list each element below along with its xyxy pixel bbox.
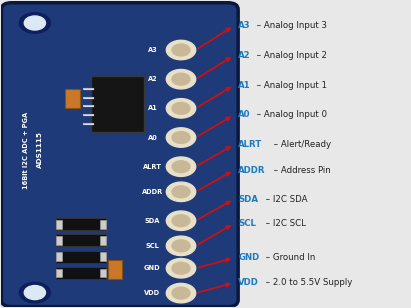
Text: A0: A0 xyxy=(238,110,251,119)
FancyBboxPatch shape xyxy=(55,234,106,246)
Circle shape xyxy=(172,161,190,173)
FancyBboxPatch shape xyxy=(56,220,62,229)
Text: – 2.0 to 5.5V Supply: – 2.0 to 5.5V Supply xyxy=(263,278,352,287)
Text: SDA: SDA xyxy=(238,195,258,204)
Circle shape xyxy=(166,283,196,303)
FancyBboxPatch shape xyxy=(1,3,238,306)
Text: ALRT: ALRT xyxy=(143,164,162,170)
Circle shape xyxy=(172,102,190,114)
Circle shape xyxy=(172,44,190,56)
Circle shape xyxy=(166,128,196,147)
Circle shape xyxy=(166,70,196,89)
Circle shape xyxy=(172,287,190,299)
Circle shape xyxy=(172,262,190,274)
FancyBboxPatch shape xyxy=(55,218,106,230)
Text: 16Bit I2C ADC + PGA: 16Bit I2C ADC + PGA xyxy=(23,111,29,188)
FancyBboxPatch shape xyxy=(100,236,106,245)
Text: SDA: SDA xyxy=(145,218,160,224)
FancyBboxPatch shape xyxy=(56,269,62,277)
Text: A1: A1 xyxy=(238,81,251,90)
Text: – Analog Input 0: – Analog Input 0 xyxy=(254,110,328,119)
Text: GND: GND xyxy=(144,265,161,271)
Text: ADDR: ADDR xyxy=(238,166,266,175)
Text: A0: A0 xyxy=(148,135,157,140)
Circle shape xyxy=(166,236,196,256)
FancyBboxPatch shape xyxy=(56,236,62,245)
Text: VDD: VDD xyxy=(238,278,259,287)
Text: – Alert/Ready: – Alert/Ready xyxy=(271,140,331,149)
Text: SCL: SCL xyxy=(145,243,159,249)
FancyBboxPatch shape xyxy=(108,260,122,279)
FancyBboxPatch shape xyxy=(56,252,62,261)
Text: A3: A3 xyxy=(238,21,251,30)
Circle shape xyxy=(24,286,46,300)
Text: – Analog Input 3: – Analog Input 3 xyxy=(254,21,328,30)
Text: ALRT: ALRT xyxy=(238,140,262,149)
FancyBboxPatch shape xyxy=(55,251,106,263)
FancyBboxPatch shape xyxy=(65,89,80,108)
Text: ADS1115: ADS1115 xyxy=(37,132,43,168)
Text: A1: A1 xyxy=(148,105,157,111)
Circle shape xyxy=(166,99,196,118)
Circle shape xyxy=(166,157,196,176)
Circle shape xyxy=(166,182,196,201)
Circle shape xyxy=(172,240,190,252)
Circle shape xyxy=(19,282,51,303)
Text: A3: A3 xyxy=(148,47,157,53)
Text: – Address Pin: – Address Pin xyxy=(271,166,330,175)
Text: GND: GND xyxy=(238,253,259,262)
Circle shape xyxy=(172,132,190,144)
Circle shape xyxy=(172,215,190,227)
Text: – Ground In: – Ground In xyxy=(263,253,315,262)
Circle shape xyxy=(166,40,196,60)
Text: SCL: SCL xyxy=(238,219,256,228)
FancyBboxPatch shape xyxy=(100,269,106,277)
Circle shape xyxy=(166,211,196,230)
FancyBboxPatch shape xyxy=(55,267,106,279)
Text: A2: A2 xyxy=(148,76,157,82)
Text: – Analog Input 2: – Analog Input 2 xyxy=(254,51,328,60)
FancyBboxPatch shape xyxy=(91,76,144,132)
FancyBboxPatch shape xyxy=(100,220,106,229)
Circle shape xyxy=(19,13,51,33)
FancyBboxPatch shape xyxy=(100,252,106,261)
Circle shape xyxy=(172,73,190,85)
Text: – I2C SDA: – I2C SDA xyxy=(263,195,307,204)
Text: A2: A2 xyxy=(238,51,251,60)
Text: VDD: VDD xyxy=(144,290,160,296)
Text: – Analog Input 1: – Analog Input 1 xyxy=(254,81,328,90)
Circle shape xyxy=(24,16,46,30)
Text: ADDR: ADDR xyxy=(142,189,163,195)
Circle shape xyxy=(172,186,190,198)
Text: – I2C SCL: – I2C SCL xyxy=(263,219,305,228)
Circle shape xyxy=(166,258,196,278)
